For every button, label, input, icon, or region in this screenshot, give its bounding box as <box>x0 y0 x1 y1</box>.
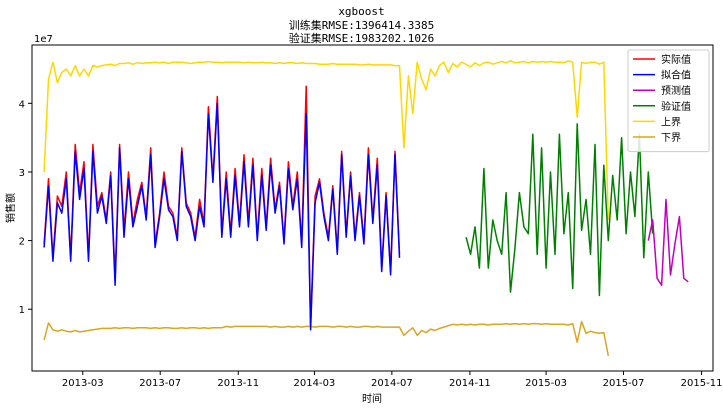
series-layer <box>43 60 689 357</box>
axes-frame <box>31 44 714 372</box>
legend-label: 拟合值 <box>661 69 691 82</box>
series-line-2 <box>647 198 689 286</box>
y-tick-label: 3 <box>19 168 25 179</box>
series-line-4 <box>43 60 610 221</box>
y-ticks: 1 2 3 4 <box>19 99 32 316</box>
x-tick-label: 2013-07 <box>139 378 181 389</box>
x-tick-label: 2013-11 <box>217 378 259 389</box>
x-tick-label: 2015-03 <box>525 378 567 389</box>
series-line-1 <box>43 102 401 331</box>
y-tick-label: 4 <box>19 99 25 110</box>
y-axis-label: 销售额 <box>4 193 17 223</box>
series-line-5 <box>43 320 610 357</box>
legend-label: 上界 <box>661 116 681 128</box>
chart-title: xgboost <box>338 5 385 18</box>
y-tick-label: 1 <box>19 305 25 316</box>
y-tick-label: 2 <box>19 237 25 248</box>
x-tick-label: 2015-07 <box>603 378 645 389</box>
series-line-3 <box>465 123 654 297</box>
x-tick-label: 2014-03 <box>294 378 336 389</box>
x-axis-label: 时间 <box>362 392 382 405</box>
x-tick-label: 2013-03 <box>62 378 104 389</box>
legend-label: 验证值 <box>661 100 691 113</box>
legend-label: 预测值 <box>661 84 691 97</box>
x-tick-label: 2014-07 <box>371 378 413 389</box>
chart-subtitle-train-rmse: 训练集RMSE:1396414.3385 <box>288 19 435 32</box>
legend-box <box>627 49 710 153</box>
legend-label: 实际值 <box>661 53 691 66</box>
chart-subtitle-valid-rmse: 验证集RMSE:1983202.1026 <box>288 32 435 45</box>
x-tick-label: 2014-11 <box>449 378 491 389</box>
x-ticks: 2013-03 2013-07 2013-11 2014-03 2014-07 2014-… <box>62 371 723 389</box>
legend-label: 下界 <box>661 132 681 144</box>
y-offset-label: 1e7 <box>34 34 53 45</box>
x-tick-label: 2015-11 <box>681 378 723 389</box>
